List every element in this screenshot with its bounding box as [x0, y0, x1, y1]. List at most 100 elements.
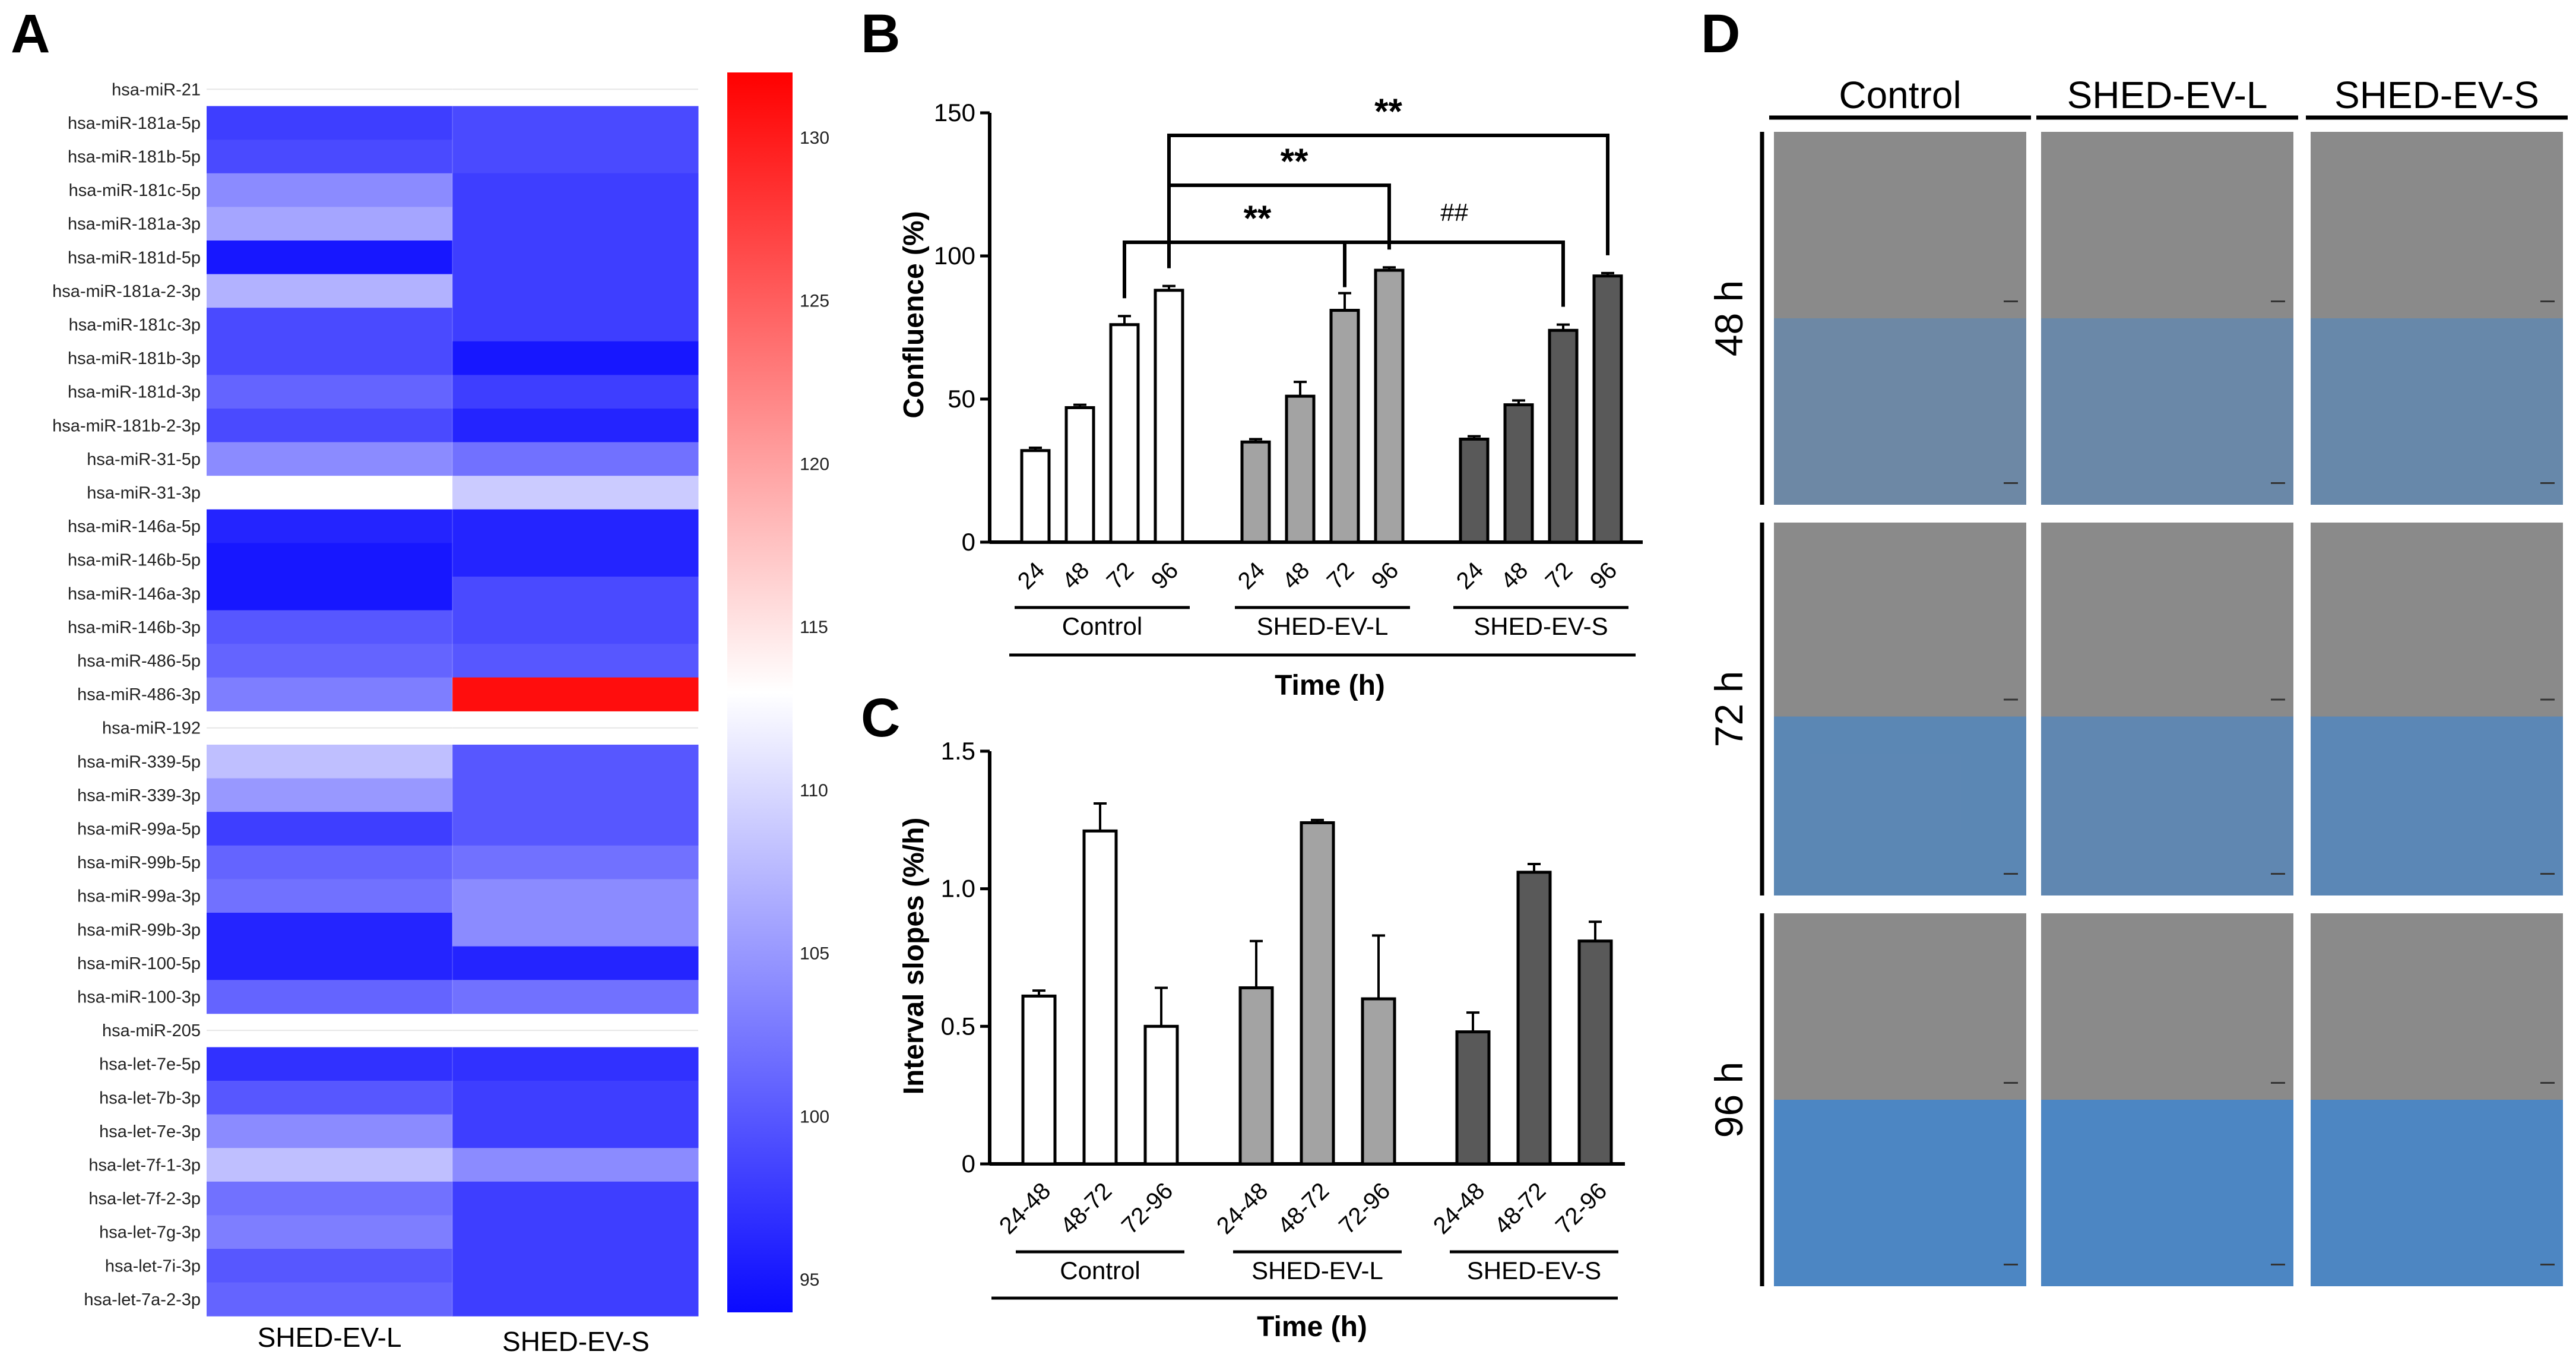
group-label: Control	[1060, 1257, 1140, 1284]
scale-mark	[2004, 698, 2018, 701]
image-row-header: 72 h	[1707, 671, 1751, 747]
heatmap-cell	[452, 173, 699, 207]
heatmap-row-label: hsa-miR-205	[102, 1021, 201, 1040]
heatmap-cell	[207, 677, 453, 711]
heatmap-row-label: hsa-let-7f-2-3p	[88, 1189, 201, 1208]
x-tick-label: 72-96	[1551, 1178, 1612, 1239]
y-tick-label: 50	[948, 385, 975, 413]
chart-b-xlabel: Time (h)	[1275, 670, 1385, 701]
x-tick-label: 72	[1102, 557, 1139, 594]
x-tick-label: 48-72	[1490, 1178, 1551, 1239]
heatmap-row-label: hsa-miR-181b-3p	[68, 349, 201, 368]
bar	[1021, 994, 1057, 1166]
heatmap-cell	[452, 1114, 699, 1148]
heatmap-cell	[207, 409, 453, 443]
heatmap-cell	[207, 140, 453, 174]
wound-healing-image-grid: Control SHED-EV-L SHED-EV-S 48 h 72 h 96 h	[1707, 74, 2568, 1286]
heatmap-cell	[452, 274, 699, 308]
x-tick-label: 72-96	[1117, 1178, 1178, 1239]
cell-coverage-mask	[1774, 716, 2026, 895]
x-tick-label: 72	[1322, 557, 1360, 594]
heatmap-cell	[452, 845, 699, 879]
heatmap-cell	[452, 946, 699, 980]
heatmap-cell	[452, 1181, 699, 1216]
heatmap-cell	[452, 644, 699, 678]
x-tick-label: 48	[1496, 557, 1533, 594]
scale-mark	[2271, 482, 2285, 484]
heatmap-cell	[207, 1047, 453, 1081]
bar	[1516, 871, 1552, 1166]
colorbar-tick-label: 95	[800, 1270, 819, 1290]
heatmap-cell	[452, 812, 699, 846]
chart-c-xlabel: Time (h)	[1257, 1311, 1367, 1343]
x-tick-label: 72-96	[1334, 1178, 1395, 1239]
heatmap-cell	[207, 543, 453, 577]
colorbar-tick-label: 130	[800, 128, 829, 148]
heatmap-row-label: hsa-miR-181c-3p	[69, 316, 201, 335]
heatmap-row-label: hsa-miR-181d-3p	[68, 383, 201, 402]
heatmap-cell	[207, 845, 453, 879]
x-tick-label: 48-72	[1056, 1178, 1117, 1239]
x-tick-label: 24	[1233, 557, 1270, 594]
heatmap-cell	[452, 980, 699, 1014]
panel-label-b: B	[861, 4, 900, 64]
heatmap-cell	[452, 543, 699, 577]
heatmap-row-label: hsa-miR-31-3p	[87, 484, 201, 503]
significance-bracket	[1343, 241, 1565, 307]
cell-coverage-mask	[2311, 716, 2563, 895]
heatmap-row-label: hsa-miR-486-3p	[77, 685, 201, 704]
heatmap-cell	[452, 106, 699, 140]
panel-label-c: C	[861, 688, 900, 748]
colorbar-tick-label: 110	[800, 781, 828, 800]
heatmap-row-label: hsa-miR-181b-2-3p	[52, 416, 201, 435]
heatmap-row-label: hsa-miR-100-5p	[77, 954, 201, 973]
heatmap-cell	[452, 140, 699, 174]
heatmap-row-label: hsa-miR-181a-3p	[68, 215, 201, 234]
x-tick-label: 24-48	[994, 1178, 1056, 1239]
heatmap-cell	[207, 308, 453, 342]
image-column-header: SHED-EV-S	[2334, 74, 2539, 116]
scale-mark	[2540, 873, 2555, 875]
group-label: SHED-EV-S	[1467, 1257, 1601, 1284]
heatmap-row-label: hsa-miR-100-3p	[77, 988, 201, 1007]
heatmap-cell	[452, 1282, 699, 1317]
bar	[1361, 997, 1396, 1166]
scale-mark	[2540, 482, 2555, 484]
heatmap-cell	[207, 207, 453, 241]
heatmap-row-label: hsa-miR-99b-5p	[77, 853, 201, 872]
heatmap-row-label: hsa-miR-99a-5p	[77, 820, 201, 839]
cell-coverage-mask	[2041, 716, 2293, 895]
heatmap-cell	[452, 879, 699, 913]
heatmap-cell	[452, 341, 699, 375]
group-label: SHED-EV-S	[1474, 612, 1608, 640]
bar	[1300, 821, 1335, 1166]
bar	[1548, 328, 1579, 544]
heatmap-cell	[207, 442, 453, 476]
bar	[1064, 406, 1095, 544]
heatmap-column-label-ev-l: SHED-EV-L	[258, 1322, 402, 1353]
heatmap-cell	[452, 778, 699, 812]
heatmap-cell	[207, 173, 453, 207]
colorbar-tick-label: 105	[800, 944, 829, 964]
bar	[1082, 829, 1118, 1166]
colorbar-tick-label: 100	[800, 1107, 829, 1126]
y-tick-label: 1.0	[941, 875, 975, 903]
heatmap-cell	[207, 476, 453, 510]
scale-mark	[2004, 1082, 2018, 1084]
y-tick-label: 150	[934, 99, 975, 126]
x-tick-label: 24	[1452, 557, 1489, 594]
heatmap-cell	[207, 1215, 453, 1249]
bar	[1020, 449, 1051, 544]
heatmap-cell	[452, 913, 699, 947]
heatmap-row-label: hsa-miR-99b-3p	[77, 920, 201, 939]
heatmap-cell	[452, 1047, 699, 1081]
bar	[1459, 437, 1490, 544]
heatmap-cell	[452, 577, 699, 611]
heatmap-row-label: hsa-miR-146a-5p	[68, 517, 201, 536]
bar	[1503, 403, 1534, 544]
colorbar-tick-label: 115	[800, 618, 828, 637]
chart-c-ylabel: Interval slopes (%/h)	[898, 818, 930, 1095]
heatmap-cell	[452, 1148, 699, 1182]
x-tick-label: 96	[1146, 557, 1184, 594]
